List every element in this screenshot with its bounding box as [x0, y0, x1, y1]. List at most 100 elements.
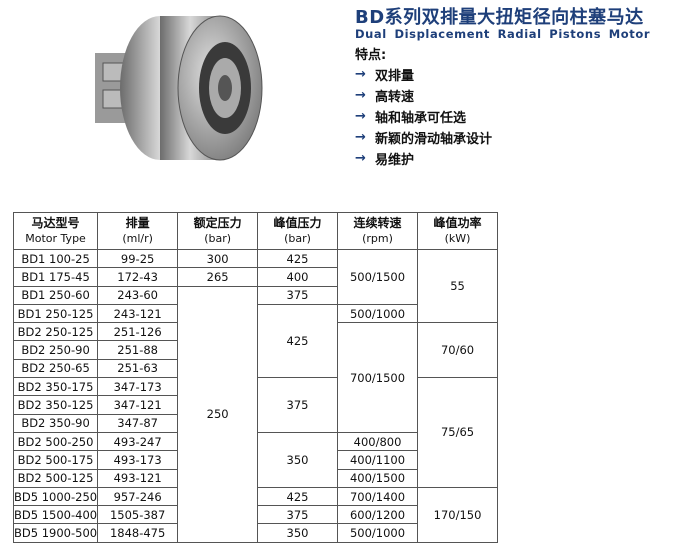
cell-continuous-speed: 500/1000 [336, 303, 419, 324]
cell-continuous-speed: 700/1500 [336, 322, 419, 433]
cell-rated-pressure: 300 [177, 248, 259, 269]
cell-displacement: 251-88 [97, 340, 179, 360]
cell-displacement: 243-60 [97, 285, 179, 305]
header-en: (bar) [204, 232, 232, 245]
arrow-right-icon: → [355, 67, 366, 82]
cell-displacement: 347-87 [97, 413, 179, 433]
table-row: BD5 1500-400 1505-387 375 600/1200 [12, 505, 498, 525]
cell-continuous-speed: 500/1000 [336, 523, 419, 543]
cell-motor-type: BD2 500-175 [12, 450, 99, 470]
feature-item: → 新颖的滑动轴承设计 [355, 127, 492, 148]
header-en: (kW) [444, 232, 471, 245]
cell-continuous-speed: 400/1100 [336, 450, 419, 470]
cell-displacement: 99-25 [97, 248, 179, 269]
cell-displacement: 347-121 [97, 395, 179, 415]
header-zh: 峰值压力 [273, 216, 322, 230]
header-displacement: 排量 (ml/r) [97, 212, 179, 250]
header-en: (bar) [284, 232, 311, 245]
cell-motor-type: BD1 100-25 [12, 248, 99, 269]
cell-displacement: 1505-387 [97, 505, 179, 525]
page-subtitle: Dual Displacement Radial Pistons Motor [355, 27, 651, 41]
specifications-table: 马达型号 Motor Type 排量 (ml/r) 额定压力 (bar) 峰值压力 (bar)… [12, 212, 498, 543]
table-row: BD1 250-125 243-121 425 500/1000 [12, 303, 498, 379]
cell-motor-type: BD2 250-65 [12, 358, 99, 379]
cell-motor-type: BD5 1900-500 [12, 523, 99, 543]
table-row: BD5 1900-500 1848-475 350 500/1000 [12, 523, 498, 543]
table-row: BD1 250-60 243-60 250 375 [12, 285, 498, 543]
header-peak-pressure: 峰值压力 (bar) [257, 212, 338, 250]
cell-peak-pressure: 425 [257, 486, 338, 507]
cell-peak-pressure: 350 [257, 523, 338, 543]
cell-displacement: 251-126 [97, 322, 179, 342]
feature-text: 新颖的滑动轴承设计 [375, 132, 493, 147]
cell-motor-type: BD2 250-90 [12, 340, 99, 360]
header-zh: 连续转速 [353, 216, 402, 230]
header-zh: 峰值功率 [433, 216, 482, 230]
cell-motor-type: BD2 350-125 [12, 395, 99, 415]
motor-product-image [95, 15, 263, 161]
cell-displacement: 493-173 [97, 450, 179, 470]
cell-peak-pressure: 375 [257, 505, 338, 525]
cell-continuous-speed: 400/800 [336, 431, 419, 452]
features-heading: 特点: [355, 48, 387, 63]
cell-displacement: 957-246 [97, 486, 179, 507]
cell-peak-power: 170/150 [417, 486, 498, 543]
cell-displacement: 493-121 [97, 468, 179, 488]
cell-displacement: 172-43 [97, 267, 179, 287]
table-header-row: 马达型号 Motor Type 排量 (ml/r) 额定压力 (bar) 峰值压力 (bar)… [12, 212, 498, 250]
header-motor-type: 马达型号 Motor Type [12, 212, 99, 250]
cell-continuous-speed: 500/1500 [336, 249, 419, 305]
cell-motor-type: BD2 500-125 [12, 468, 99, 488]
feature-text: 高转速 [375, 90, 415, 105]
cell-displacement: 243-121 [97, 303, 179, 324]
cell-peak-power: 70/60 [417, 322, 498, 379]
feature-item: → 高转速 [355, 85, 492, 106]
feature-text: 双排量 [375, 69, 415, 84]
cell-motor-type: BD2 350-90 [12, 413, 99, 433]
table-row: BD2 250-90 251-88 [12, 340, 498, 360]
arrow-right-icon: → [355, 109, 366, 124]
cell-continuous-speed: 400/1500 [336, 468, 419, 488]
cell-peak-pressure: 400 [257, 267, 338, 287]
cell-motor-type: BD2 500-250 [12, 431, 99, 452]
table-row: BD1 175-45 172-43 265 400 [12, 267, 498, 287]
cell-motor-type: BD1 250-125 [12, 303, 99, 324]
cell-motor-type: BD2 250-125 [12, 322, 99, 342]
table-row: BD2 350-90 347-87 [12, 413, 498, 433]
cell-displacement: 347-173 [97, 377, 179, 397]
header-zh: 排量 [125, 216, 150, 230]
cell-continuous-speed: 600/1200 [336, 505, 419, 525]
header-continuous-speed: 连续转速 (rpm) [336, 212, 419, 250]
cell-motor-type: BD1 175-45 [12, 267, 99, 287]
cell-peak-pressure: 425 [257, 248, 338, 269]
header-peak-power: 峰值功率 (kW) [417, 212, 498, 250]
cell-continuous-speed: 700/1400 [336, 486, 419, 507]
features-list: → 双排量 → 高转速 → 轴和轴承可任选 → 新颖的滑动轴承设计 → 易维护 [355, 64, 492, 169]
cell-rated-pressure: 250 [177, 285, 259, 543]
table-row: BD2 500-250 493-247 350 400/800 [12, 431, 498, 488]
feature-text: 易维护 [375, 153, 415, 168]
cell-motor-type: BD5 1500-400 [12, 505, 99, 525]
cell-peak-pressure: 425 [257, 303, 338, 379]
arrow-right-icon: → [355, 88, 366, 103]
cell-peak-pressure: 375 [257, 377, 338, 433]
arrow-right-icon: → [355, 130, 366, 145]
header-zh: 额定压力 [193, 216, 242, 230]
table-row: BD2 250-65 251-63 [12, 358, 498, 379]
cell-peak-pressure: 375 [257, 285, 338, 305]
cell-displacement: 493-247 [97, 431, 179, 452]
cell-motor-type: BD5 1000-250 [12, 486, 99, 507]
feature-text: 轴和轴承可任选 [375, 111, 467, 126]
header-en: (rpm) [362, 232, 393, 245]
header-en: Motor Type [25, 232, 86, 245]
cell-peak-power: 55 [417, 248, 498, 324]
feature-item: → 易维护 [355, 148, 492, 169]
table-row: BD2 500-175 493-173 400/1100 [12, 450, 498, 470]
feature-item: → 轴和轴承可任选 [355, 106, 492, 127]
header-rated-pressure: 额定压力 (bar) [177, 212, 259, 250]
table-row: BD1 100-25 99-25 300 425 500/1500 55 [12, 248, 498, 324]
cell-motor-type: BD1 250-60 [12, 285, 99, 305]
header-en: (ml/r) [122, 232, 153, 245]
cell-rated-pressure: 265 [177, 267, 259, 287]
cell-motor-type: BD2 350-175 [12, 377, 99, 397]
